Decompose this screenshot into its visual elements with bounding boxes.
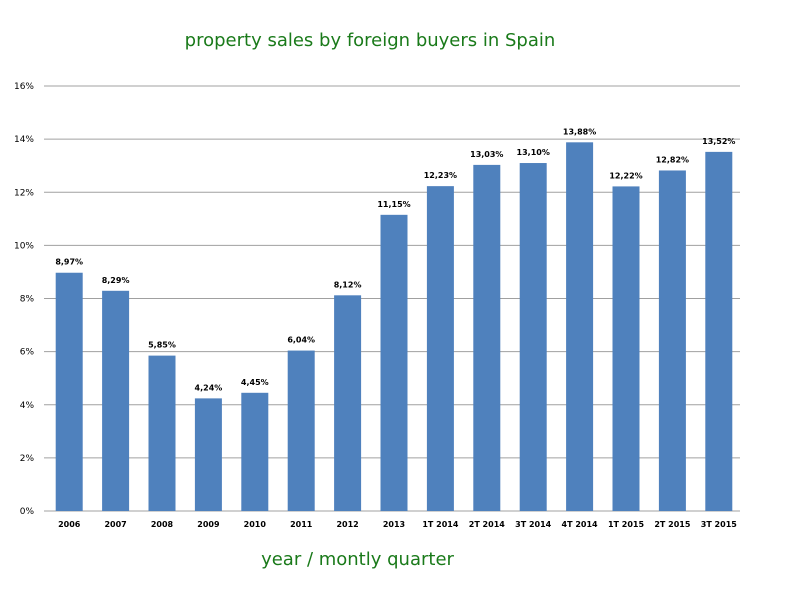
data-label: 5,85% — [148, 341, 176, 350]
chart-title: property sales by foreign buyers in Spai… — [184, 30, 556, 51]
bar — [287, 350, 315, 511]
bar — [241, 392, 269, 511]
x-tick-label: 3T 2015 — [701, 520, 738, 529]
data-label: 4,45% — [241, 378, 269, 387]
x-tick-label: 2T 2014 — [469, 520, 506, 529]
labels: 0% 2% 4% 6% 8% 10% 12% 14% 16% 8,97% 2006 8,29% 2007… — [14, 82, 737, 529]
y-tick-label: 0% — [20, 507, 35, 517]
bar — [519, 163, 547, 511]
x-tick-label: 2013 — [383, 520, 405, 529]
bar — [566, 142, 594, 511]
bar — [473, 164, 501, 511]
x-tick-label: 2011 — [290, 520, 313, 529]
data-label: 8,97% — [55, 258, 83, 267]
x-tick-label: 2010 — [244, 520, 267, 529]
y-tick-label: 10% — [14, 241, 34, 251]
data-label: 8,29% — [102, 276, 130, 285]
y-tick-label: 2% — [20, 454, 35, 464]
x-tick-label: 1T 2014 — [422, 520, 459, 529]
bar — [148, 355, 176, 511]
data-label: 13,03% — [470, 150, 503, 159]
data-label: 12,82% — [656, 155, 689, 164]
x-tick-label: 2T 2015 — [654, 520, 691, 529]
bars — [55, 142, 733, 511]
bar — [334, 295, 362, 511]
bar — [658, 170, 686, 511]
bar — [102, 290, 130, 511]
data-label: 11,15% — [377, 200, 410, 209]
x-axis-label: year / montly quarter — [261, 549, 454, 570]
y-tick-label: 14% — [14, 135, 34, 145]
bar — [612, 186, 640, 511]
x-tick-label: 2007 — [104, 520, 126, 529]
x-tick-label: 2006 — [58, 520, 81, 529]
data-label: 8,12% — [334, 280, 362, 289]
y-tick-label: 16% — [14, 82, 34, 92]
data-label: 13,88% — [563, 127, 596, 136]
bar — [380, 214, 408, 511]
bar — [705, 151, 733, 511]
data-label: 12,23% — [424, 171, 457, 180]
data-label: 4,24% — [195, 383, 223, 392]
x-tick-label: 4T 2014 — [562, 520, 599, 529]
y-tick-label: 12% — [14, 188, 34, 198]
x-tick-label: 1T 2015 — [608, 520, 645, 529]
data-label: 6,04% — [287, 336, 315, 345]
data-label: 13,10% — [517, 148, 550, 157]
y-tick-label: 4% — [20, 401, 35, 411]
x-tick-label: 2012 — [336, 520, 358, 529]
bar — [194, 398, 222, 511]
bar — [426, 186, 454, 511]
x-tick-label: 2008 — [151, 520, 174, 529]
data-label: 12,22% — [609, 171, 642, 180]
y-tick-label: 6% — [20, 348, 35, 358]
data-label: 13,52% — [702, 137, 735, 146]
x-tick-label: 2009 — [197, 520, 220, 529]
x-tick-label: 3T 2014 — [515, 520, 552, 529]
y-tick-label: 8% — [20, 295, 35, 305]
bar — [55, 272, 83, 511]
